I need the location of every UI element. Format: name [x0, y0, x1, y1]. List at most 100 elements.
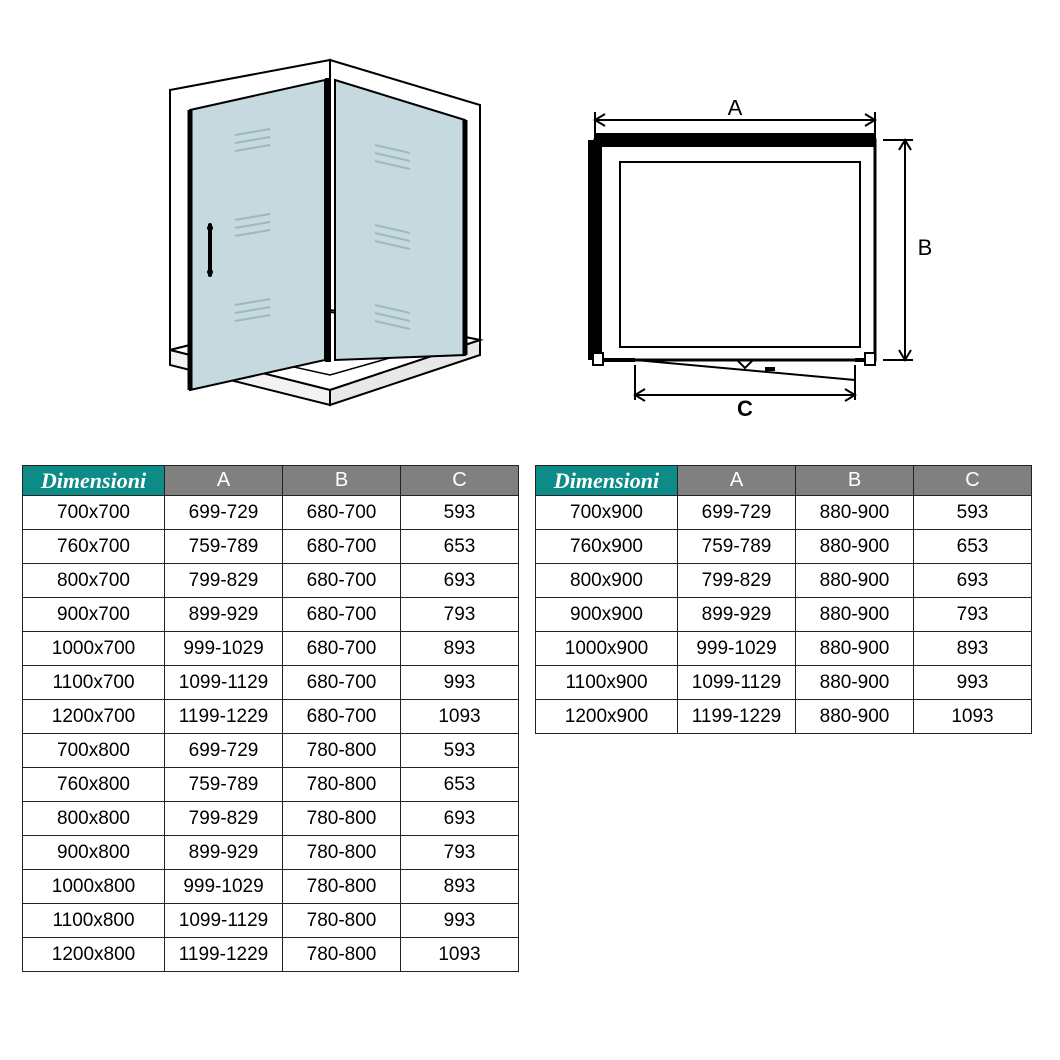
table-cell: 880-900 [796, 700, 914, 734]
table-cell: 759-789 [165, 530, 283, 564]
header-b: B [796, 466, 914, 496]
table-cell: 693 [914, 564, 1032, 598]
table-row: 1000x700999-1029680-700893 [23, 632, 519, 666]
table-cell: 1199-1229 [165, 700, 283, 734]
table-cell: 653 [914, 530, 1032, 564]
table-header-row: Dimensioni A B C [23, 466, 519, 496]
header-dimensioni: Dimensioni [536, 466, 678, 496]
table-cell: 759-789 [678, 530, 796, 564]
tables-area: Dimensioni A B C 700x700699-729680-70059… [22, 465, 1038, 972]
table-cell: 693 [401, 564, 519, 598]
table-cell: 1100x900 [536, 666, 678, 700]
table-cell: 680-700 [283, 496, 401, 530]
table-cell: 893 [401, 632, 519, 666]
table-cell: 680-700 [283, 666, 401, 700]
table-cell: 700x700 [23, 496, 165, 530]
table-row: 1200x9001199-1229880-9001093 [536, 700, 1032, 734]
table-row: 800x800799-829780-800693 [23, 802, 519, 836]
table-cell: 880-900 [796, 530, 914, 564]
table-cell: 1000x700 [23, 632, 165, 666]
table-row: 800x900799-829880-900693 [536, 564, 1032, 598]
table-cell: 593 [914, 496, 1032, 530]
table-row: 760x800759-789780-800653 [23, 768, 519, 802]
table-cell: 880-900 [796, 666, 914, 700]
table-cell: 900x900 [536, 598, 678, 632]
table-cell: 680-700 [283, 564, 401, 598]
header-c: C [914, 466, 1032, 496]
table-cell: 699-729 [165, 496, 283, 530]
table-cell: 1093 [914, 700, 1032, 734]
table-cell: 780-800 [283, 836, 401, 870]
table-cell: 680-700 [283, 632, 401, 666]
table-cell: 799-829 [678, 564, 796, 598]
table-row: 1200x8001199-1229780-8001093 [23, 938, 519, 972]
table-row: 900x900899-929880-900793 [536, 598, 1032, 632]
table-cell: 760x800 [23, 768, 165, 802]
shower-isometric-diagram [140, 50, 500, 410]
table-cell: 1099-1129 [165, 904, 283, 938]
table-cell: 799-829 [165, 564, 283, 598]
table-cell: 880-900 [796, 496, 914, 530]
table-cell: 999-1029 [678, 632, 796, 666]
header-c: C [401, 466, 519, 496]
table-cell: 1200x800 [23, 938, 165, 972]
table-cell: 993 [914, 666, 1032, 700]
table-cell: 999-1029 [165, 632, 283, 666]
table-cell: 800x700 [23, 564, 165, 598]
table-cell: 1100x700 [23, 666, 165, 700]
header-b: B [283, 466, 401, 496]
table-cell: 780-800 [283, 870, 401, 904]
table-row: 800x700799-829680-700693 [23, 564, 519, 598]
table-row: 1200x7001199-1229680-7001093 [23, 700, 519, 734]
table-header-row: Dimensioni A B C [536, 466, 1032, 496]
table-row: 1000x900999-1029880-900893 [536, 632, 1032, 666]
table-cell: 893 [401, 870, 519, 904]
table-cell: 780-800 [283, 802, 401, 836]
table-row: 760x900759-789880-900653 [536, 530, 1032, 564]
table-cell: 680-700 [283, 598, 401, 632]
table-cell: 793 [401, 598, 519, 632]
table-cell: 700x800 [23, 734, 165, 768]
table-cell: 1000x900 [536, 632, 678, 666]
table-cell: 593 [401, 496, 519, 530]
table-cell: 1093 [401, 700, 519, 734]
table-cell: 999-1029 [165, 870, 283, 904]
table-cell: 800x900 [536, 564, 678, 598]
table-row: 1100x8001099-1129780-800993 [23, 904, 519, 938]
table-cell: 760x700 [23, 530, 165, 564]
table-cell: 799-829 [165, 802, 283, 836]
table-cell: 759-789 [165, 768, 283, 802]
table-cell: 899-929 [165, 836, 283, 870]
dimensions-table-2: Dimensioni A B C 700x900699-729880-90059… [535, 465, 1032, 734]
header-dimensioni: Dimensioni [23, 466, 165, 496]
table-cell: 760x900 [536, 530, 678, 564]
table-cell: 1199-1229 [165, 938, 283, 972]
table-row: 900x800899-929780-800793 [23, 836, 519, 870]
header-a: A [165, 466, 283, 496]
table-row: 700x900699-729880-900593 [536, 496, 1032, 530]
table-row: 700x800699-729780-800593 [23, 734, 519, 768]
table-cell: 1200x900 [536, 700, 678, 734]
table-cell: 700x900 [536, 496, 678, 530]
table-2-body: 700x900699-729880-900593760x900759-78988… [536, 496, 1032, 734]
table-cell: 780-800 [283, 904, 401, 938]
table-cell: 899-929 [165, 598, 283, 632]
table-cell: 899-929 [678, 598, 796, 632]
table-row: 1100x9001099-1129880-900993 [536, 666, 1032, 700]
table-cell: 900x800 [23, 836, 165, 870]
table-cell: 1200x700 [23, 700, 165, 734]
table-cell: 653 [401, 768, 519, 802]
plan-label-c: C [737, 396, 753, 420]
table-cell: 699-729 [165, 734, 283, 768]
table-cell: 680-700 [283, 530, 401, 564]
table-cell: 653 [401, 530, 519, 564]
table-cell: 1199-1229 [678, 700, 796, 734]
table-cell: 793 [401, 836, 519, 870]
table-cell: 993 [401, 666, 519, 700]
table-cell: 593 [401, 734, 519, 768]
table-cell: 1099-1129 [165, 666, 283, 700]
table-cell: 699-729 [678, 496, 796, 530]
table-row: 1100x7001099-1129680-700993 [23, 666, 519, 700]
plan-label-a: A [728, 100, 743, 120]
table-cell: 780-800 [283, 734, 401, 768]
